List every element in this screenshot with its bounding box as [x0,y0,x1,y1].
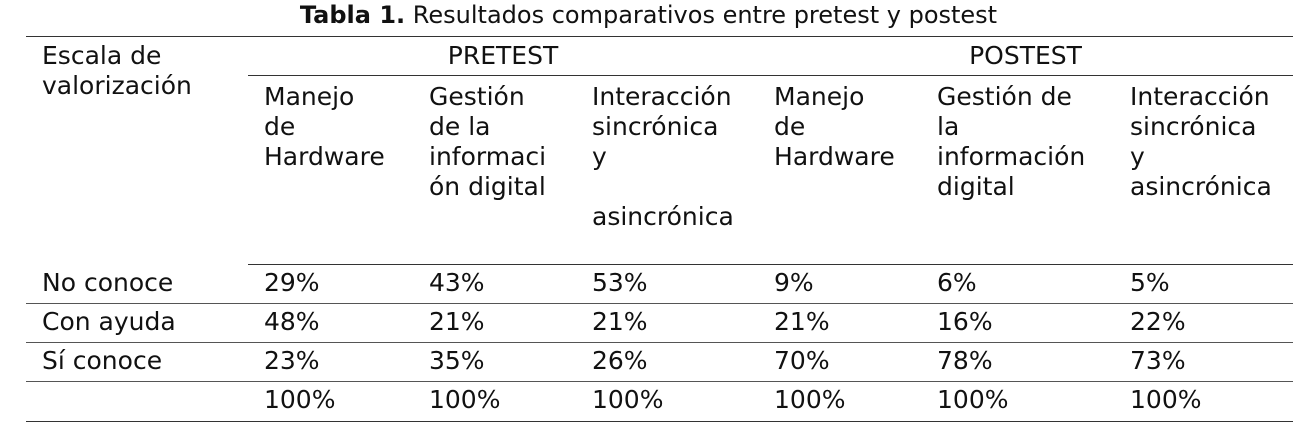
table-cell: 26% [576,342,759,382]
row-label [26,381,248,422]
results-table: Escala de valorización PRETEST POSTEST M… [26,36,1294,422]
table-row: No conoce 29% 43% 53% 9% 6% 5% [26,264,1294,304]
total-cell: 100% [248,381,413,422]
table-row: Sí conoce 23% 35% 26% 70% 78% 73% [26,342,1294,382]
table-cell: 70% [758,342,922,382]
row-label: Sí conoce [26,342,248,382]
table-cell: 29% [248,264,413,304]
table-cell: 21% [758,303,922,343]
table-row: Con ayuda 48% 21% 21% 21% 16% 22% [26,303,1294,343]
total-cell: 100% [576,381,759,422]
table-cell: 78% [921,342,1115,382]
total-row: 100% 100% 100% 100% 100% 100% [26,381,1294,422]
table-cell: 23% [248,342,413,382]
table-caption: Tabla 1. Resultados comparativos entre p… [0,0,1297,30]
sub-header-row: Manejo de Hardware Gestión de la informa… [26,75,1294,265]
table-cell: 16% [921,303,1115,343]
table-cell: 21% [576,303,759,343]
table-cell: 35% [413,342,576,382]
table-cell: 73% [1114,342,1294,382]
group-header-pretest: PRETEST [248,36,759,76]
total-cell: 100% [758,381,922,422]
table-cell: 6% [921,264,1115,304]
table-cell: 43% [413,264,576,304]
scale-header: Escala de valorización [26,36,248,265]
row-label: No conoce [26,264,248,304]
table-cell: 48% [248,303,413,343]
row-label: Con ayuda [26,303,248,343]
subheader-post-interaction: Interacción sincrónica y asincrónica [1114,75,1294,265]
total-cell: 100% [921,381,1115,422]
caption-text: Resultados comparativos entre pretest y … [405,1,998,29]
table-cell: 21% [413,303,576,343]
subheader-post-hardware: Manejo de Hardware [758,75,922,265]
group-header-postest: POSTEST [758,36,1294,76]
subheader-pre-hardware: Manejo de Hardware [248,75,413,265]
subheader-pre-interaction: Interacción sincrónica y asincrónica [576,75,759,265]
table-cell: 22% [1114,303,1294,343]
group-header-row: Escala de valorización PRETEST POSTEST [26,36,1294,265]
subheader-post-info: Gestión de la información digital [921,75,1115,265]
subheader-pre-info: Gestión de la informaci ón digital [413,75,576,265]
table-cell: 53% [576,264,759,304]
table-cell: 9% [758,264,922,304]
table-cell: 5% [1114,264,1294,304]
caption-label: Tabla 1. [299,1,406,29]
total-cell: 100% [413,381,576,422]
total-cell: 100% [1114,381,1294,422]
